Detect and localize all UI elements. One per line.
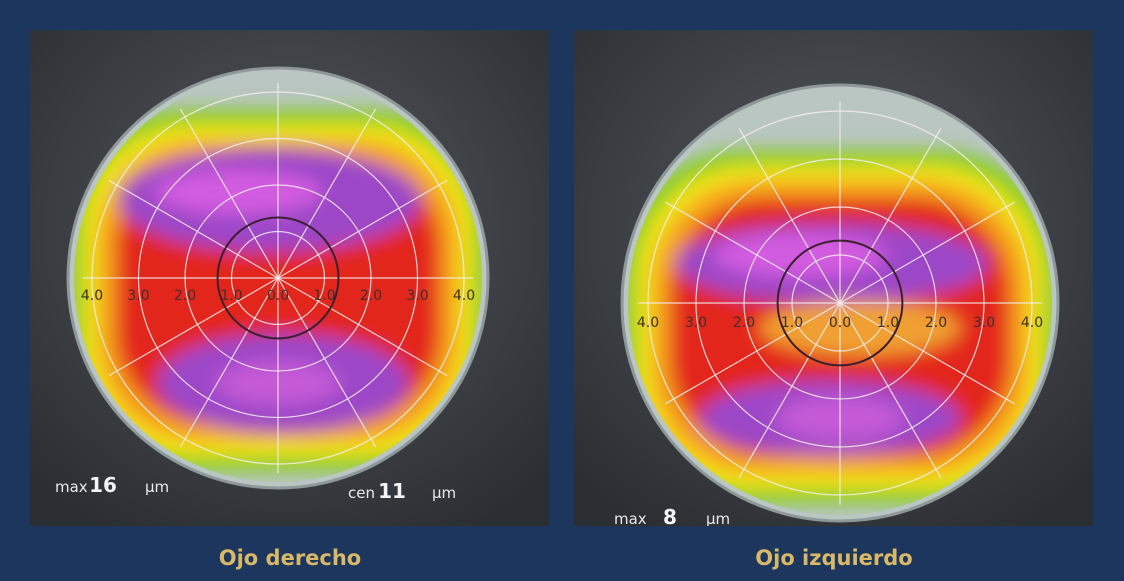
caption: Ojo derecho bbox=[219, 546, 362, 570]
readout-value: 16 bbox=[89, 473, 117, 497]
photo: 4.0 3.0 2.0 1.0 0.0 1.0 2.0 3.0 4.0 max 16 µm cen 11 µ… bbox=[30, 30, 549, 526]
scale-label: 2.0 bbox=[733, 315, 755, 331]
magenta-zone bbox=[154, 170, 322, 214]
scale-label: 3.0 bbox=[685, 315, 707, 331]
readout-unit: µm bbox=[145, 478, 169, 496]
grid-spoke bbox=[665, 201, 1015, 405]
grid-spoke bbox=[108, 179, 448, 377]
scale-label: 1.0 bbox=[313, 288, 335, 304]
topo-map bbox=[74, 82, 482, 474]
scale-label: 3.0 bbox=[973, 315, 995, 331]
scale-label: 1.0 bbox=[220, 288, 242, 304]
orange-zone bbox=[760, 300, 960, 356]
caption: Ojo izquierdo bbox=[755, 546, 912, 570]
scale-label: 2.0 bbox=[174, 288, 196, 304]
scale-label: 4.0 bbox=[81, 288, 103, 304]
readout-label: max bbox=[55, 478, 88, 496]
topo-map bbox=[628, 101, 1052, 505]
pupil-ring bbox=[216, 216, 340, 340]
scale-label: 3.0 bbox=[406, 288, 428, 304]
topo-layers bbox=[628, 150, 1052, 504]
scale-label: 4.0 bbox=[1021, 315, 1043, 331]
readout-value: 11 bbox=[378, 479, 406, 503]
scale-label: 0.0 bbox=[267, 288, 289, 304]
readout-unit: µm bbox=[432, 484, 456, 502]
scale-label: 2.0 bbox=[925, 315, 947, 331]
scale-label: 3.0 bbox=[127, 288, 149, 304]
scale-label: 0.0 bbox=[829, 315, 851, 331]
readout-unit: µm bbox=[706, 510, 730, 528]
scale-label: 1.0 bbox=[781, 315, 803, 331]
pupil-ring bbox=[776, 239, 904, 367]
scale-label: 2.0 bbox=[360, 288, 382, 304]
readout-label: cen bbox=[348, 484, 375, 502]
photo: 4.0 3.0 2.0 1.0 0.0 1.0 2.0 3.0 4.0 max 8 µm bbox=[574, 30, 1093, 529]
scale-label: 4.0 bbox=[637, 315, 659, 331]
scale-label: 4.0 bbox=[453, 288, 475, 304]
scale-label: 1.0 bbox=[877, 315, 899, 331]
readout-value: 8 bbox=[663, 505, 677, 529]
readout-label: max bbox=[614, 510, 647, 528]
